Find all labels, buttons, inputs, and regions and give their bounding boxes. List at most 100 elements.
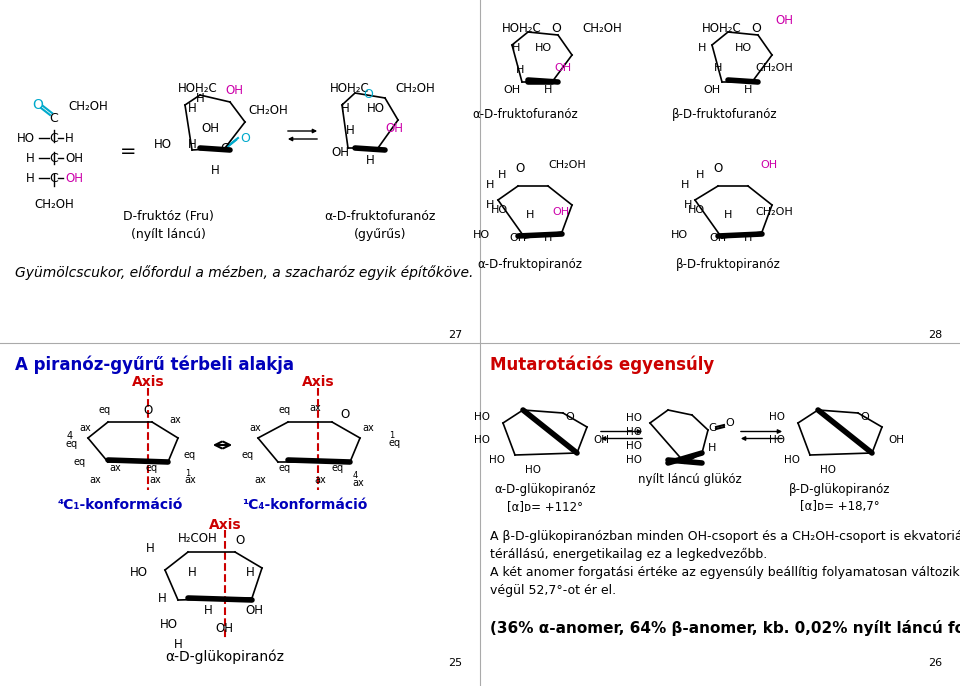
Text: OH: OH xyxy=(888,435,904,445)
Text: H: H xyxy=(486,200,494,210)
Text: O: O xyxy=(751,21,761,34)
Text: β-D-glükopiranóz
[α]ᴅ= +18,7°: β-D-glükopiranóz [α]ᴅ= +18,7° xyxy=(789,483,891,513)
Text: H: H xyxy=(681,180,689,190)
Text: H: H xyxy=(187,102,197,115)
Text: H: H xyxy=(498,170,506,180)
Text: C: C xyxy=(50,132,59,145)
Text: HO: HO xyxy=(474,412,490,422)
Text: (36% α-anomer, 64% β-anomer, kb. 0,02% nyílt láncú forma): (36% α-anomer, 64% β-anomer, kb. 0,02% n… xyxy=(490,620,960,636)
Text: C: C xyxy=(50,112,59,124)
Text: CH₂OH: CH₂OH xyxy=(548,160,586,170)
Text: ax: ax xyxy=(250,423,261,433)
Text: O: O xyxy=(516,161,524,174)
Text: HO: HO xyxy=(784,455,800,465)
Text: β-D-fruktopiranóz: β-D-fruktopiranóz xyxy=(676,258,780,271)
Text: HO: HO xyxy=(769,435,785,445)
Text: 26: 26 xyxy=(928,658,942,668)
Text: H₂COH: H₂COH xyxy=(178,532,218,545)
Text: HO: HO xyxy=(769,412,785,422)
Text: H: H xyxy=(684,200,692,210)
Text: 1: 1 xyxy=(390,431,395,440)
Text: OH: OH xyxy=(760,160,778,170)
Text: ax: ax xyxy=(254,475,266,485)
Text: H: H xyxy=(708,443,716,453)
Text: H: H xyxy=(157,591,166,604)
Text: ax: ax xyxy=(352,478,364,488)
Text: OH: OH xyxy=(65,172,83,185)
Text: α-D-fruktopiranóz: α-D-fruktopiranóz xyxy=(477,258,583,271)
Text: eq: eq xyxy=(146,463,158,473)
Text: eq: eq xyxy=(332,463,344,473)
Text: HO: HO xyxy=(671,230,688,240)
Text: OH: OH xyxy=(385,121,403,134)
Text: 27: 27 xyxy=(447,330,462,340)
Text: H: H xyxy=(714,63,722,73)
Text: HO: HO xyxy=(626,441,642,451)
Text: Gyümölcscukor, előfordul a mézben, a szacharóz egyik építőköve.: Gyümölcscukor, előfordul a mézben, a sza… xyxy=(15,265,473,280)
Text: OH: OH xyxy=(245,604,263,617)
Text: H: H xyxy=(65,132,74,145)
Text: O: O xyxy=(713,161,723,174)
Text: H: H xyxy=(246,565,254,578)
Text: CH₂OH: CH₂OH xyxy=(248,104,288,117)
Text: HOH₂C: HOH₂C xyxy=(178,82,218,95)
Text: HO: HO xyxy=(154,139,172,152)
Text: H: H xyxy=(512,43,520,53)
Text: O: O xyxy=(565,412,574,422)
Text: eq: eq xyxy=(74,457,86,467)
Text: O: O xyxy=(240,132,250,145)
Text: HOH₂C: HOH₂C xyxy=(330,82,370,95)
Text: 28: 28 xyxy=(927,330,942,340)
Text: H: H xyxy=(187,565,197,578)
Text: HO: HO xyxy=(367,102,385,115)
Text: C: C xyxy=(221,141,229,154)
Text: eq: eq xyxy=(242,450,254,460)
Text: eq: eq xyxy=(279,405,291,415)
Text: HO: HO xyxy=(491,205,508,215)
Text: H: H xyxy=(744,85,753,95)
Text: Axis: Axis xyxy=(301,375,334,389)
Text: A két anomer forgatási értéke az egyensúly beállítig folyamatosan változik, és: A két anomer forgatási értéke az egyensú… xyxy=(490,566,960,579)
Text: OH: OH xyxy=(704,85,721,95)
Text: OH: OH xyxy=(510,233,527,243)
Text: ax: ax xyxy=(184,475,196,485)
Text: HO: HO xyxy=(474,435,490,445)
Text: CH₂OH: CH₂OH xyxy=(35,198,74,211)
Text: 4: 4 xyxy=(352,471,358,480)
Text: H: H xyxy=(196,91,204,104)
Text: β-D-fruktofuranóz: β-D-fruktofuranóz xyxy=(672,108,778,121)
Text: H: H xyxy=(346,123,354,137)
Text: ax: ax xyxy=(309,403,321,413)
Text: O: O xyxy=(725,418,733,428)
Text: OH: OH xyxy=(215,622,233,635)
Text: H: H xyxy=(26,172,35,185)
Text: A piranóz-gyűrű térbeli alakja: A piranóz-gyűrű térbeli alakja xyxy=(15,355,294,373)
Text: nyílt láncú glükóz: nyílt láncú glükóz xyxy=(638,473,742,486)
Text: H: H xyxy=(744,233,753,243)
Text: H: H xyxy=(526,210,534,220)
Text: 1: 1 xyxy=(185,469,191,477)
Text: ax: ax xyxy=(89,475,101,485)
Text: H: H xyxy=(187,139,197,152)
Text: 25: 25 xyxy=(448,658,462,668)
Text: CH₂OH: CH₂OH xyxy=(755,63,793,73)
Text: HO: HO xyxy=(626,427,642,437)
Text: O: O xyxy=(235,534,245,547)
Text: HO: HO xyxy=(525,465,541,475)
Text: HO: HO xyxy=(535,43,552,53)
Text: H: H xyxy=(174,639,182,652)
Text: 4: 4 xyxy=(67,431,73,441)
Text: H: H xyxy=(516,65,524,75)
Text: térállású, energetikailag ez a legkedvezőbb.: térállású, energetikailag ez a legkedvez… xyxy=(490,548,767,561)
Text: ¹C₄-konformáció: ¹C₄-konformáció xyxy=(242,498,368,512)
Text: HO: HO xyxy=(130,565,148,578)
Text: ax: ax xyxy=(79,423,91,433)
Text: H: H xyxy=(724,210,732,220)
Text: O: O xyxy=(341,408,349,421)
Text: CH₂OH: CH₂OH xyxy=(755,207,793,217)
Text: HO: HO xyxy=(820,465,836,475)
Text: eq: eq xyxy=(279,463,291,473)
Text: H: H xyxy=(698,43,707,53)
Text: HO: HO xyxy=(626,413,642,423)
Text: OH: OH xyxy=(554,63,571,73)
